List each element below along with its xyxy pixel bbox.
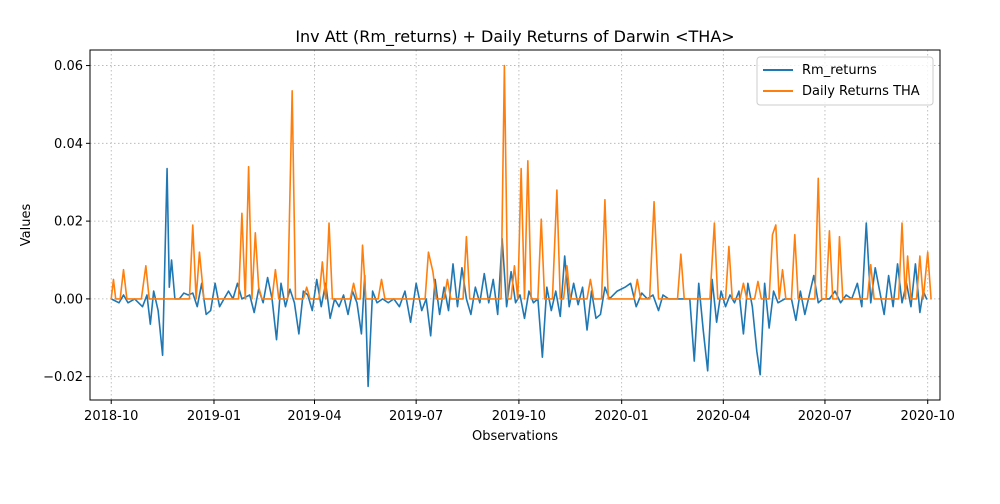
x-tick-label: 2020-10 xyxy=(901,409,955,424)
x-tick-label: 2019-04 xyxy=(287,409,341,424)
x-tick-label: 2019-01 xyxy=(187,409,241,424)
x-axis-label: Observations xyxy=(472,429,558,444)
legend-box xyxy=(756,56,934,106)
x-tick-label: 2020-07 xyxy=(798,409,852,424)
legend-label-rm-returns: Rm_returns xyxy=(802,63,877,78)
x-axis: 2018-10 2019-01 2019-04 2019-07 2019-10 2020-… xyxy=(84,400,955,424)
y-tick-label: 0.04 xyxy=(54,137,83,152)
legend: Rm_returns Daily Returns THA xyxy=(756,56,934,106)
y-axis-label: Values xyxy=(19,204,34,247)
x-tick-label: 2018-10 xyxy=(84,409,138,424)
series-layer xyxy=(110,64,932,388)
x-tick-label: 2019-10 xyxy=(492,409,546,424)
legend-label-daily-returns-tha: Daily Returns THA xyxy=(802,84,920,99)
x-tick-label: 2019-07 xyxy=(389,409,443,424)
series-line-rm-returns xyxy=(110,167,928,388)
y-axis: −0.02 0.00 0.02 0.04 0.06 xyxy=(43,59,90,385)
series-line-daily-returns-tha xyxy=(110,64,932,300)
y-tick-label: 0.02 xyxy=(54,215,83,230)
y-tick-label: 0.00 xyxy=(54,292,83,307)
y-tick-label: −0.02 xyxy=(43,370,83,385)
y-tick-label: 0.06 xyxy=(54,59,83,74)
plot-frame xyxy=(89,49,941,401)
chart-title: Inv Att (Rm_returns) + Daily Returns of … xyxy=(295,27,734,47)
x-tick-label: 2020-01 xyxy=(595,409,649,424)
x-tick-label: 2020-04 xyxy=(696,409,750,424)
